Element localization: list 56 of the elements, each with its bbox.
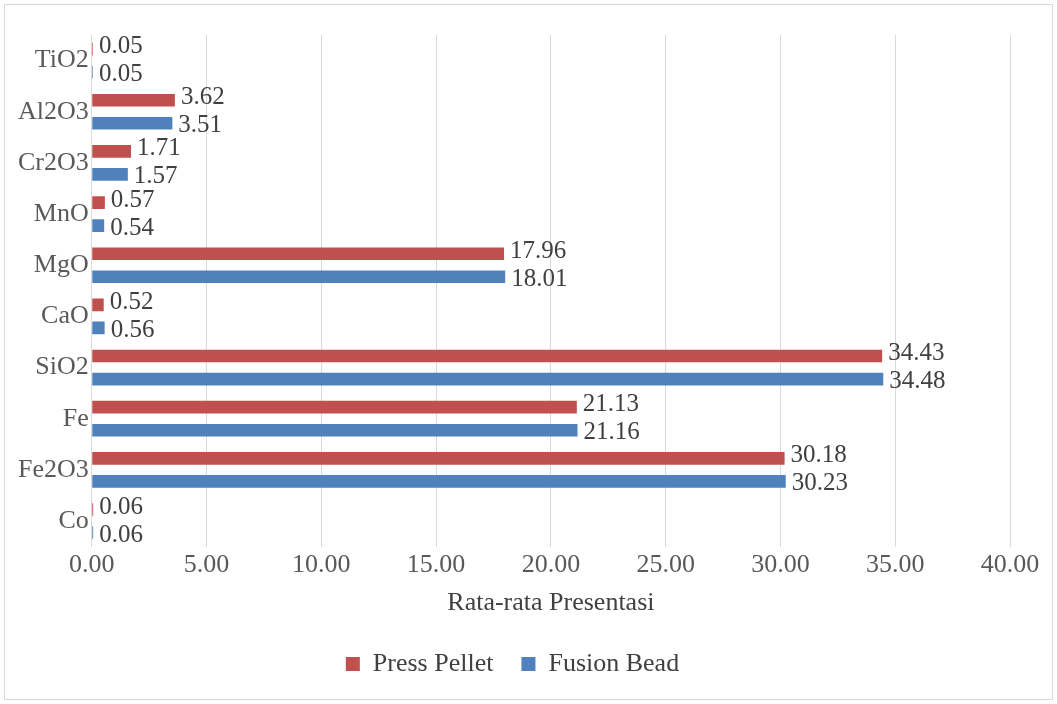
x-tick-label: 30.00 [751,549,810,579]
y-tick-label: Fe [62,402,89,432]
x-tick-label: 0.00 [69,549,115,579]
x-tick-label: 25.00 [636,549,695,579]
bar [92,93,175,107]
y-tick-label: TiO2 [34,44,89,74]
data-label: 18.01 [511,263,568,291]
x-tick-label: 10.00 [292,549,351,579]
data-label: 17.96 [510,235,567,263]
bar [92,400,577,414]
x-tick-label: 20.00 [521,549,581,579]
x-tick-label: 5.00 [183,549,230,579]
legend-label: Fusion Bead [548,647,680,677]
bar [92,196,105,209]
legend-label: Press Pellet [372,647,495,677]
x-axis-title: Rata-rata Presentasi [447,587,655,617]
data-label: 3.62 [180,82,225,110]
data-label: 0.05 [98,31,143,59]
x-tick-label: 40.00 [980,549,1040,579]
data-label: 0.52 [109,286,154,314]
y-tick-label: Al2O3 [18,95,89,125]
y-tick-label: SiO2 [35,351,89,381]
data-label: 34.43 [888,338,945,366]
data-label: 0.06 [99,519,143,547]
y-tick-label: MgO [33,249,89,279]
data-label: 0.05 [98,59,143,87]
bar [92,475,786,488]
bar [92,423,578,437]
bar [92,168,128,181]
bar [92,372,884,386]
data-label: 0.56 [110,314,155,342]
bar [92,219,105,232]
data-label: 30.23 [791,468,848,496]
y-tick-label: Fe2O3 [18,453,89,483]
bar [92,452,785,465]
data-label: 0.54 [110,212,155,240]
bar [92,247,505,261]
y-tick-label: CaO [41,300,89,330]
bar [92,349,883,363]
data-label: 1.71 [137,133,181,161]
data-label: 30.18 [790,440,847,468]
bar [92,321,105,335]
x-tick-label: 35.00 [865,549,925,579]
bar [92,116,173,130]
y-tick-label: Co [58,504,89,534]
y-tick-label: MnO [33,197,89,227]
bar [92,298,104,312]
data-label: 0.06 [99,491,143,519]
data-label: 21.16 [583,417,640,445]
data-label: 21.13 [582,389,640,417]
bar [92,270,506,284]
x-tick-label: 15.00 [406,549,466,579]
bar [92,145,132,158]
data-label: 3.51 [178,110,223,138]
data-label: 34.48 [889,366,946,394]
y-tick-label: Cr2O3 [18,146,89,176]
